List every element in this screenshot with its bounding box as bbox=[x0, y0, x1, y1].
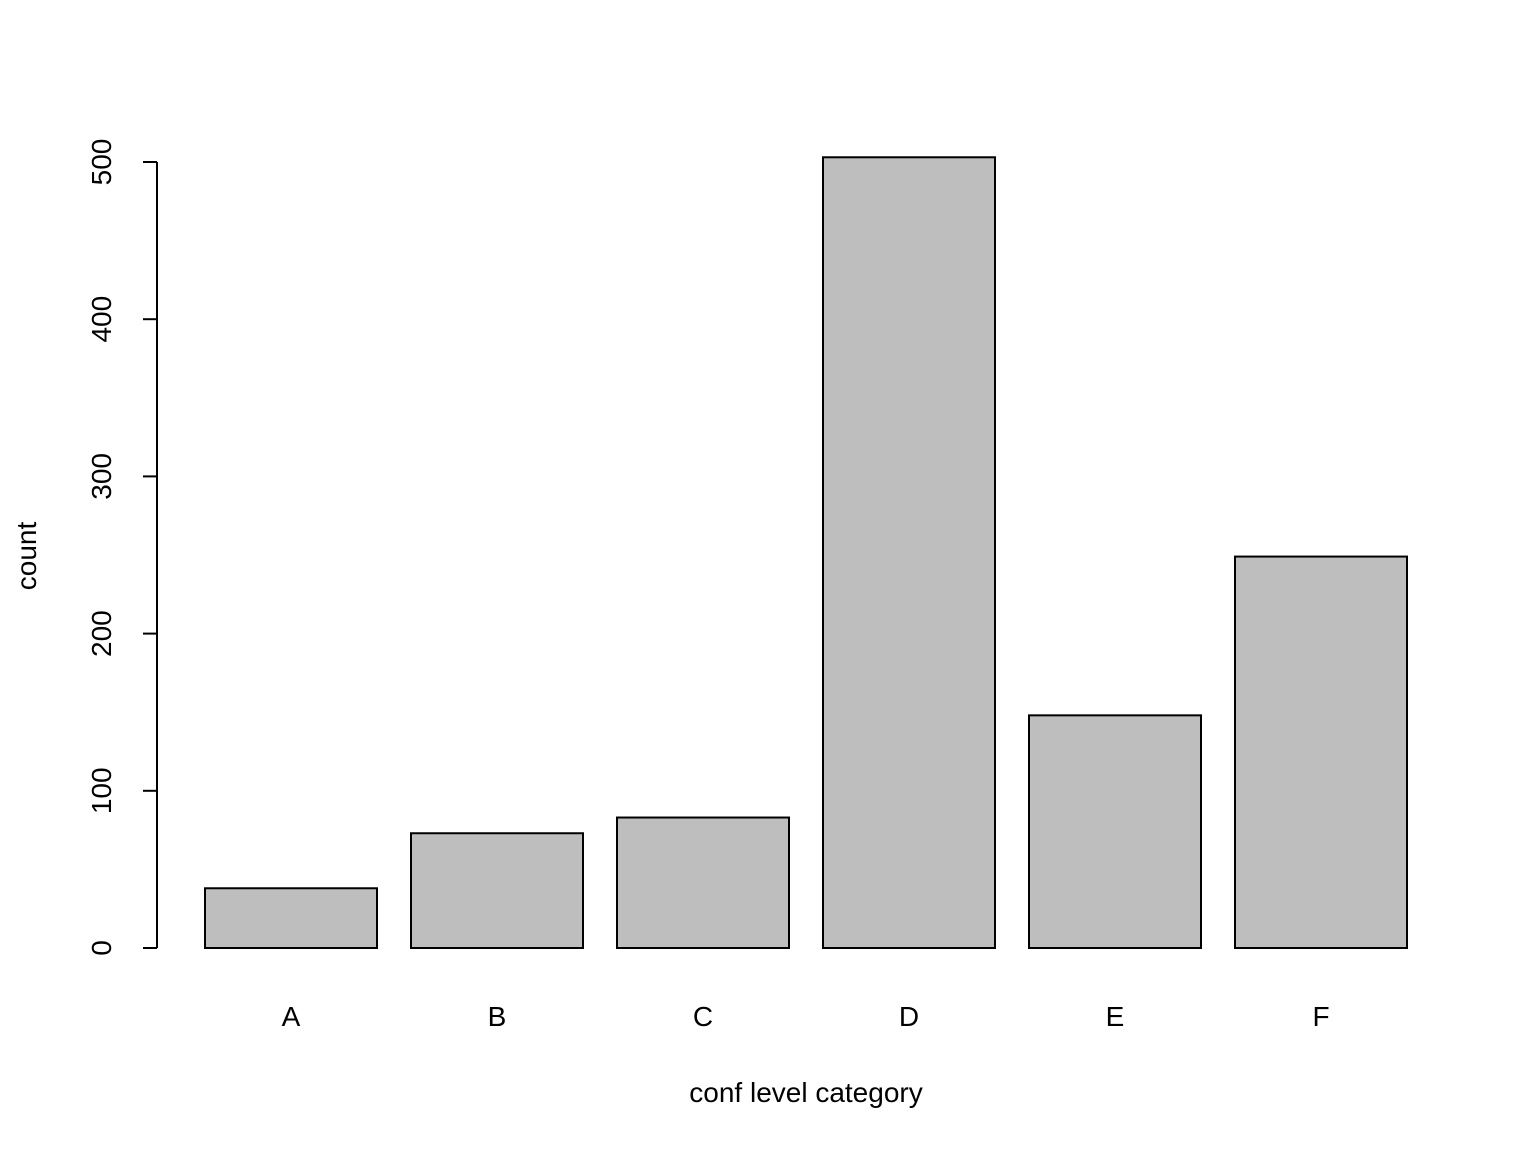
x-tick-label: C bbox=[693, 1001, 713, 1032]
bar-f bbox=[1234, 555, 1408, 950]
bars-group bbox=[204, 156, 1408, 950]
y-tick-label: 100 bbox=[86, 767, 117, 814]
y-tick-label: 300 bbox=[86, 453, 117, 500]
bar-d bbox=[822, 156, 996, 949]
y-tick-label: 400 bbox=[86, 296, 117, 343]
bar-a bbox=[204, 887, 378, 949]
bar-e bbox=[1028, 714, 1202, 949]
y-axis-label: count bbox=[11, 522, 42, 591]
y-tick-label: 200 bbox=[86, 610, 117, 657]
x-tick-label: F bbox=[1312, 1001, 1329, 1032]
bar-c bbox=[616, 816, 790, 949]
x-tick-label: A bbox=[282, 1001, 301, 1032]
bar-b bbox=[410, 832, 584, 950]
x-axis-label: conf level category bbox=[689, 1077, 922, 1108]
x-tick-label: D bbox=[899, 1001, 919, 1032]
x-tick-labels: A B C D E F bbox=[282, 1001, 1330, 1032]
y-tick-label: 0 bbox=[86, 940, 117, 956]
x-tick-label: E bbox=[1106, 1001, 1125, 1032]
y-axis: 0 100 200 300 400 500 bbox=[86, 139, 158, 956]
y-tick-label: 500 bbox=[86, 139, 117, 186]
x-tick-label: B bbox=[488, 1001, 507, 1032]
